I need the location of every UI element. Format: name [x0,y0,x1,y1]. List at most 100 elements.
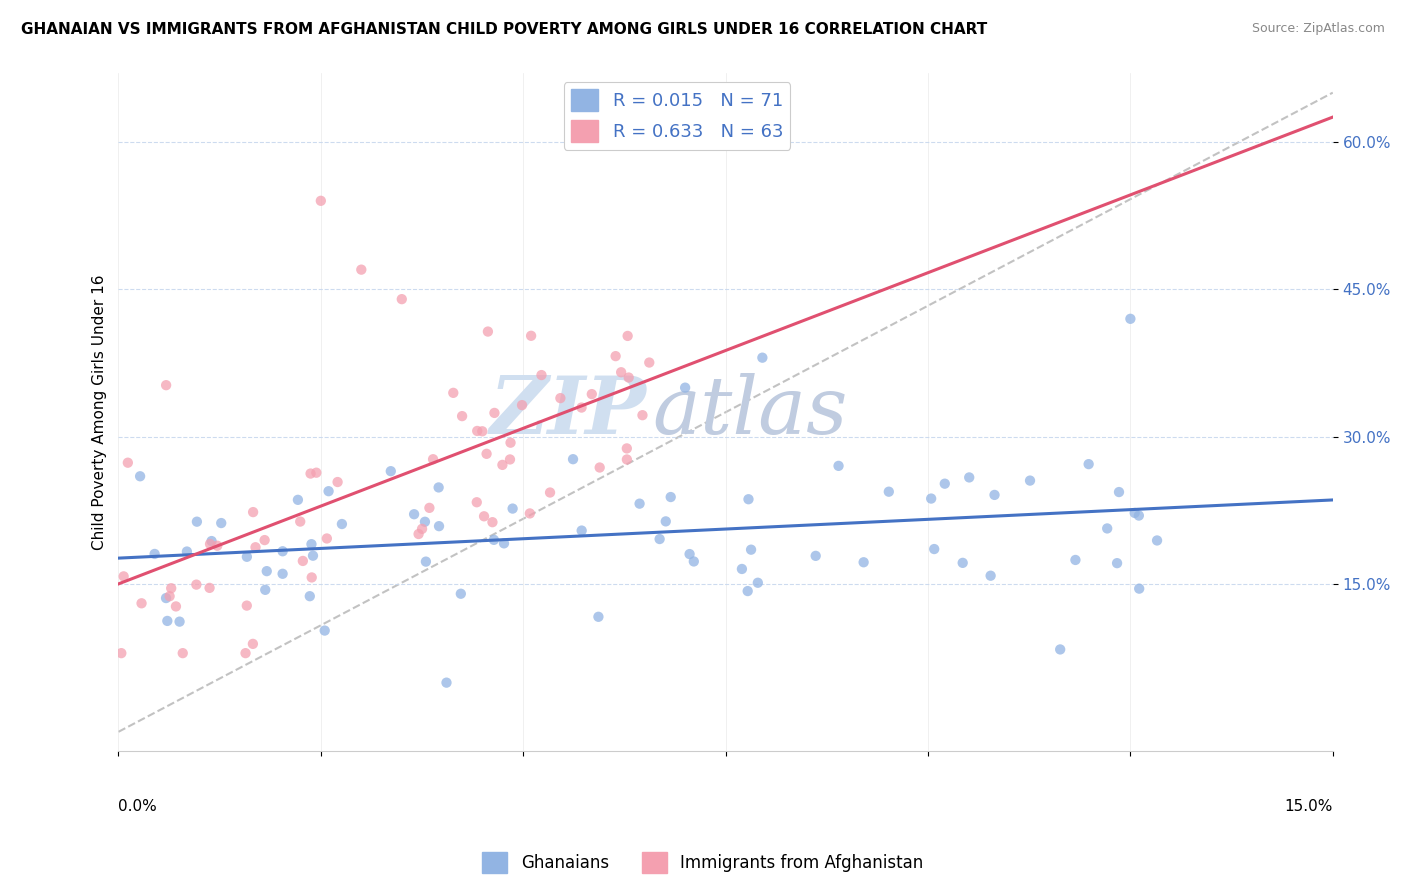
Point [271,544,294,558]
Point [450,587,472,601]
Point [616,442,638,456]
Point [1064,553,1087,567]
Point [129,469,152,483]
Point [299,467,322,481]
Point [510,398,533,412]
Point [491,458,513,472]
Point [616,452,638,467]
Point [682,554,704,568]
Point [172,646,194,660]
Point [852,555,875,569]
Point [472,509,495,524]
Point [477,325,499,339]
Point [588,609,610,624]
Point [291,554,314,568]
Point [302,549,325,563]
Point [207,539,229,553]
Point [484,406,506,420]
Point [740,542,762,557]
Point [131,596,153,610]
Point [298,589,321,603]
Point [952,556,974,570]
Point [465,495,488,509]
Point [427,480,450,494]
Point [155,378,177,392]
Point [156,614,179,628]
Point [290,515,312,529]
Point [318,484,340,499]
Point [519,507,541,521]
Point [253,533,276,547]
Point [983,488,1005,502]
Point [110,646,132,660]
Point [499,452,522,467]
Text: ZIP: ZIP [489,374,647,451]
Point [628,497,651,511]
Point [451,409,474,424]
Legend: Ghanaians, Immigrants from Afghanistan: Ghanaians, Immigrants from Afghanistan [475,846,931,880]
Point [589,460,612,475]
Point [581,387,603,401]
Point [160,581,183,595]
Text: atlas: atlas [652,374,848,451]
Point [920,491,942,506]
Point [471,425,494,439]
Point [571,524,593,538]
Point [877,484,900,499]
Point [1049,642,1071,657]
Point [176,544,198,558]
Point [502,501,524,516]
Point [827,458,849,473]
Point [538,485,561,500]
Point [242,637,264,651]
Point [731,562,754,576]
Point [648,532,671,546]
Point [1077,457,1099,471]
Point [751,351,773,365]
Point [200,534,222,549]
Point [169,615,191,629]
Point [254,582,277,597]
Point [659,490,682,504]
Legend: R = 0.015   N = 71, R = 0.633   N = 63: R = 0.015 N = 71, R = 0.633 N = 63 [564,82,790,150]
Point [418,500,440,515]
Point [235,646,257,660]
Point [309,194,332,208]
Point [1119,311,1142,326]
Point [957,470,980,484]
Point [330,516,353,531]
Point [301,570,323,584]
Point [287,492,309,507]
Point [737,584,759,599]
Point [605,349,627,363]
Point [1108,485,1130,500]
Point [520,328,543,343]
Point [117,456,139,470]
Point [1146,533,1168,548]
Y-axis label: Child Poverty Among Girls Under 16: Child Poverty Among Girls Under 16 [93,275,107,550]
Point [165,599,187,614]
Point [350,262,373,277]
Point [1107,556,1129,570]
Point [638,355,661,369]
Point [922,542,945,557]
Point [1128,582,1150,596]
Point [492,536,515,550]
Point [186,577,208,591]
Point [737,492,759,507]
Text: GHANAIAN VS IMMIGRANTS FROM AFGHANISTAN CHILD POVERTY AMONG GIRLS UNDER 16 CORRE: GHANAIAN VS IMMIGRANTS FROM AFGHANISTAN … [21,22,987,37]
Point [980,568,1002,582]
Point [186,515,208,529]
Point [804,549,827,563]
Point [315,532,337,546]
Point [242,505,264,519]
Point [236,599,259,613]
Point [271,566,294,581]
Point [562,452,585,467]
Point [326,475,349,489]
Point [209,516,232,530]
Text: Source: ZipAtlas.com: Source: ZipAtlas.com [1251,22,1385,36]
Point [610,365,633,379]
Point [314,624,336,638]
Point [475,447,498,461]
